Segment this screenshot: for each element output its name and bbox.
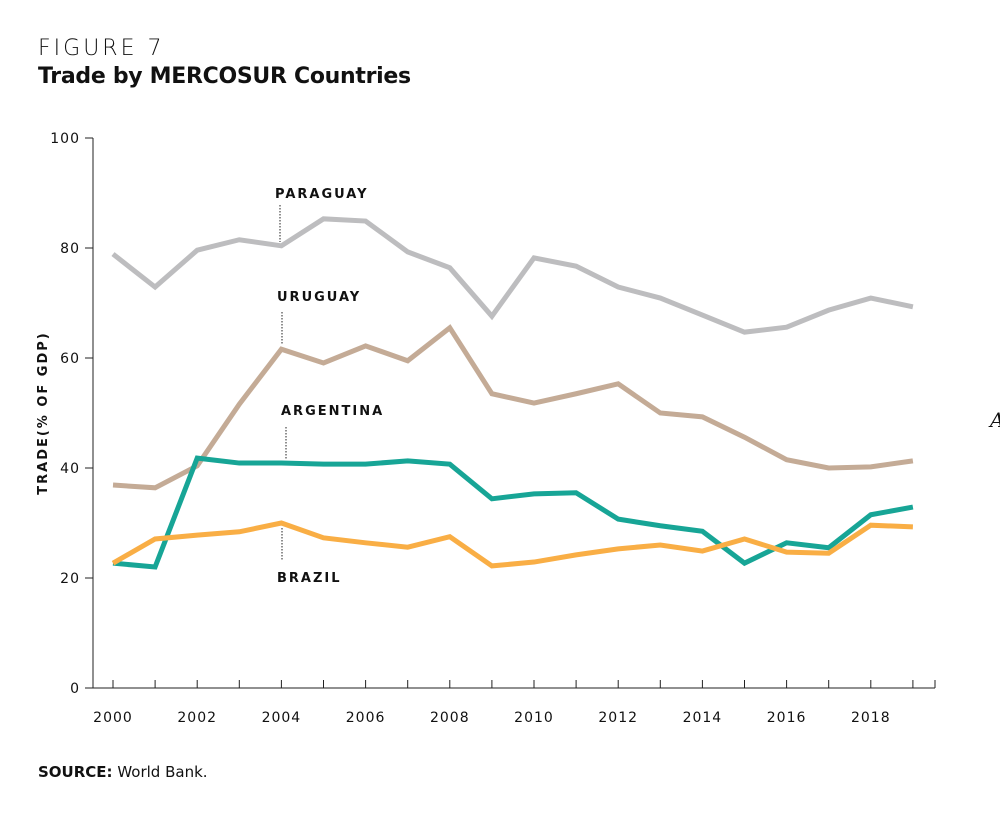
series-line-paraguay [111, 216, 914, 335]
y-tick-label: 60 [60, 351, 80, 367]
y-tick-label: 80 [60, 241, 80, 257]
y-tick-label: 0 [70, 681, 80, 697]
x-tick-label: 2014 [683, 710, 723, 726]
stray-text: A [990, 408, 1000, 432]
x-tick-label: 2012 [598, 710, 638, 726]
x-tick-label: 2004 [262, 710, 302, 726]
y-tick-label: 20 [60, 571, 80, 587]
source-label: SOURCE: [38, 763, 113, 781]
x-tick-label: 2002 [177, 710, 217, 726]
series-line-brazil [111, 520, 913, 569]
series-line-argentina [112, 455, 914, 570]
x-tick-label: 2008 [430, 710, 470, 726]
y-tick-label: 40 [60, 461, 80, 477]
x-tick-label: 2000 [93, 710, 133, 726]
source-note: SOURCE: World Bank. [38, 763, 208, 781]
series-label-brazil: BRAZIL [277, 571, 342, 586]
chart-title: Trade by MERCOSUR Countries [38, 64, 411, 89]
y-axis-label: TRADE(% OF GDP) [36, 331, 51, 495]
x-tick-label: 2006 [346, 710, 386, 726]
x-tick-label: 2010 [514, 710, 554, 726]
figure-label: FIGURE 7 [38, 36, 165, 61]
series-label-argentina: ARGENTINA [281, 404, 384, 419]
series-line-uruguay [112, 324, 914, 491]
x-tick-label: 2016 [767, 710, 807, 726]
series-label-uruguay: URUGUAY [277, 290, 361, 305]
series-label-paraguay: PARAGUAY [275, 187, 369, 202]
source-text: World Bank. [117, 763, 208, 781]
x-tick-label: 2018 [851, 710, 891, 726]
y-tick-label: 100 [50, 131, 80, 147]
